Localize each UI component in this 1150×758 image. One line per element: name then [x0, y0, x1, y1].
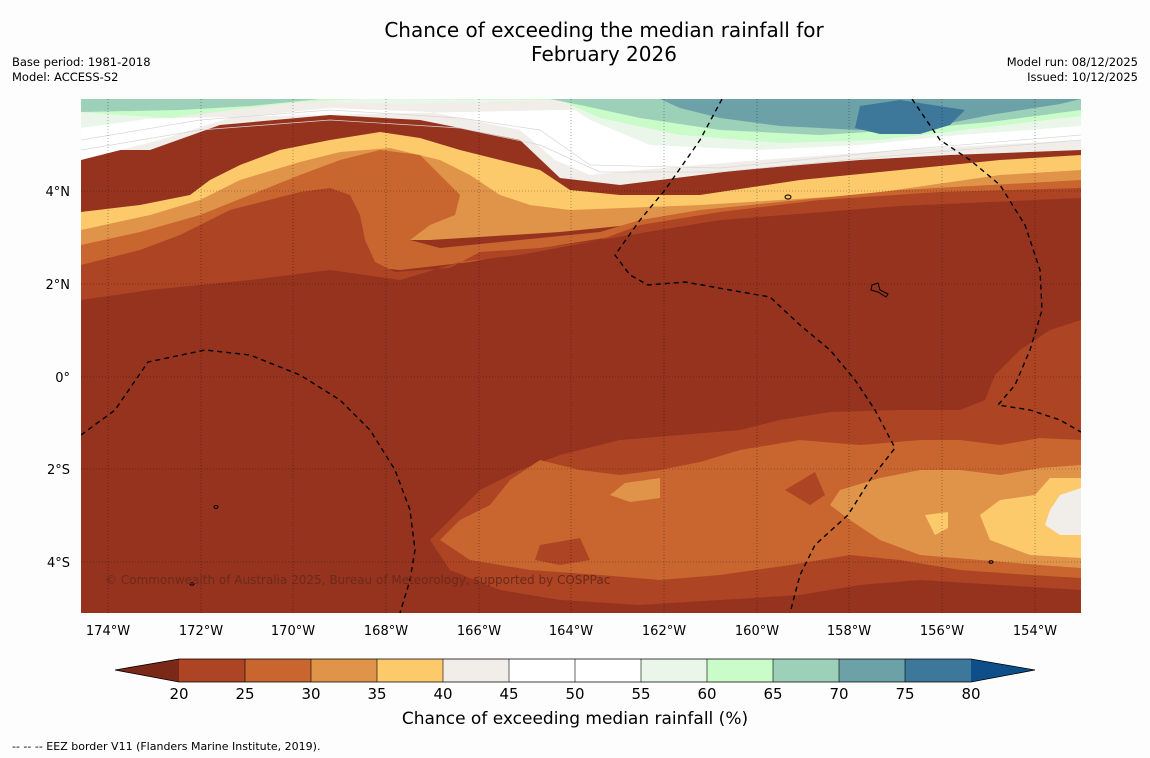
colorbar-tick: 35 [367, 685, 386, 703]
map-title: Chance of exceeding the median rainfall … [0, 18, 1150, 66]
colorbar-label: Chance of exceeding median rainfall (%) [401, 709, 749, 729]
colorbar-above-arrow [971, 659, 1035, 682]
colorbar-tick: 25 [235, 685, 254, 703]
contour-lines [81, 109, 1081, 173]
band-20-25-north [81, 188, 1081, 300]
colorbar-segment [773, 659, 839, 682]
colorbar-tick: 70 [829, 685, 848, 703]
lon-label: 172°W [179, 624, 223, 639]
colorbar-segment [443, 659, 509, 682]
band-75-80 [855, 100, 965, 134]
colorbar-segment [575, 659, 641, 682]
colorbar-segment [641, 659, 707, 682]
colorbar-below-arrow [115, 659, 179, 682]
colorbar-tick: 55 [631, 685, 650, 703]
longitude-labels: 174°W 172°W 170°W 168°W 166°W 164°W 162°… [86, 624, 1057, 639]
colorbar-outline [114, 658, 1036, 683]
colorbar-tick: 65 [763, 685, 782, 703]
colorbar-tick: 75 [895, 685, 914, 703]
colorbar-tick: 40 [433, 685, 452, 703]
colorbar-segment [707, 659, 773, 682]
colorbar-segment [839, 659, 905, 682]
band-40-45-south [1045, 488, 1081, 535]
lon-label: 170°W [271, 624, 315, 639]
band-35-40-south [925, 478, 1081, 558]
colorbar-tick: 60 [697, 685, 716, 703]
lon-label: 174°W [86, 624, 130, 639]
colorbar-segment [905, 659, 971, 682]
footer-legend: -- -- -- EEZ border V11 (Flanders Marine… [12, 740, 321, 753]
colorbar-segment [311, 659, 377, 682]
lat-label: 4°N [46, 185, 71, 200]
lat-label: 0° [55, 371, 70, 386]
lon-label: 164°W [549, 624, 593, 639]
lat-label: 2°S [47, 463, 70, 478]
title-line-1: Chance of exceeding the median rainfall … [384, 18, 824, 42]
lon-label: 154°W [1013, 624, 1057, 639]
map-plot-area: © Commonwealth of Australia 2025, Bureau… [81, 99, 1081, 613]
colorbar-tick: 45 [499, 685, 518, 703]
islands [189, 194, 994, 586]
copyright-text: © Commonwealth of Australia 2025, Bureau… [105, 573, 610, 587]
colorbar-segment [245, 659, 311, 682]
lat-label: 4°S [47, 556, 70, 571]
lon-label: 168°W [364, 624, 408, 639]
lon-label: 158°W [827, 624, 871, 639]
lon-label: 156°W [920, 624, 964, 639]
latitude-labels: 4°N 2°N 0° 2°S 4°S [46, 185, 71, 571]
run-info: Model run: 08/12/2025 Issued: 10/12/2025 [1007, 55, 1138, 85]
lon-label: 162°W [642, 624, 686, 639]
colorbar-segment [509, 659, 575, 682]
lon-label: 166°W [457, 624, 501, 639]
colorbar-segment [377, 659, 443, 682]
model-info: Base period: 1981-2018 Model: ACCESS-S2 [12, 55, 151, 85]
colorbar-tick: 50 [565, 685, 584, 703]
eez-borders [81, 99, 1081, 613]
colorbar-tick: 80 [961, 685, 980, 703]
lon-label: 160°W [735, 624, 779, 639]
colorbar: 20 25 30 35 40 45 50 55 60 65 70 75 80 [114, 658, 1036, 703]
lat-label: 2°N [46, 278, 71, 293]
model-text: Model: ACCESS-S2 [12, 70, 119, 84]
band-20-25-south-inner [535, 472, 825, 565]
model-run-text: Model run: 08/12/2025 [1006, 55, 1138, 69]
colorbar-tick: 30 [301, 685, 320, 703]
issued-text: Issued: 10/12/2025 [1027, 70, 1138, 84]
title-line-2: February 2026 [531, 42, 677, 66]
colorbar-ticks: 20 25 30 35 40 45 50 55 60 65 70 75 80 [169, 685, 980, 703]
colorbar-tick: 20 [169, 685, 188, 703]
base-period-text: Base period: 1981-2018 [12, 55, 151, 69]
colorbar-segment [179, 659, 245, 682]
